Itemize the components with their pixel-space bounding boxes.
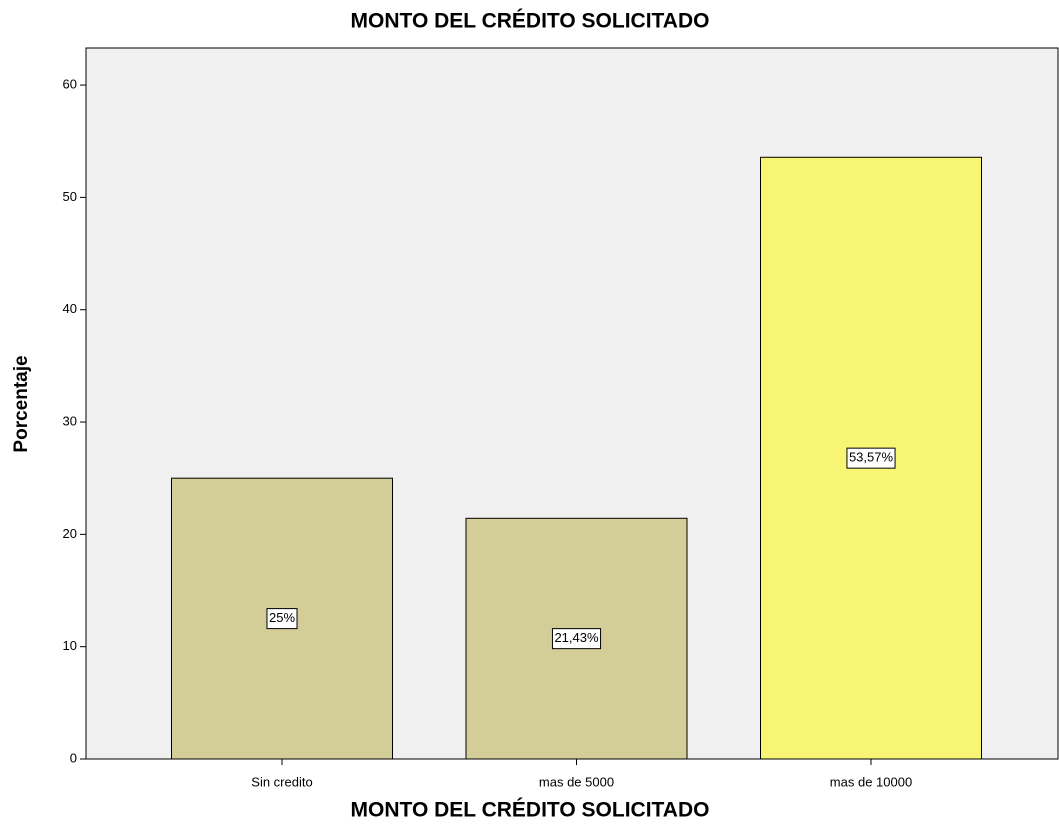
chart-title: MONTO DEL CRÉDITO SOLICITADO — [351, 10, 710, 33]
y-tick-label: 20 — [63, 526, 77, 541]
data-label-box — [551, 628, 602, 650]
data-label: 53,57% — [849, 450, 894, 465]
x-tick-label: mas de 10000 — [830, 774, 912, 789]
x-tick-label: Sin credito — [251, 774, 312, 789]
y-tick-label: 0 — [70, 750, 77, 765]
y-axis-title: Porcentaje — [11, 355, 32, 452]
y-tick-label: 50 — [63, 189, 77, 204]
data-label: 25% — [269, 610, 295, 625]
y-tick-label: 30 — [63, 413, 77, 428]
data-label-box — [266, 608, 298, 630]
x-axis-title: MONTO DEL CRÉDITO SOLICITADO — [351, 799, 710, 822]
bar — [465, 517, 688, 760]
y-tick-label: 10 — [63, 638, 77, 653]
data-label-box — [846, 447, 896, 469]
y-tick-label: 60 — [63, 77, 77, 92]
x-tick-label: mas de 5000 — [539, 774, 614, 789]
data-label: 21,43% — [554, 630, 599, 645]
y-tick-label: 40 — [63, 301, 77, 316]
